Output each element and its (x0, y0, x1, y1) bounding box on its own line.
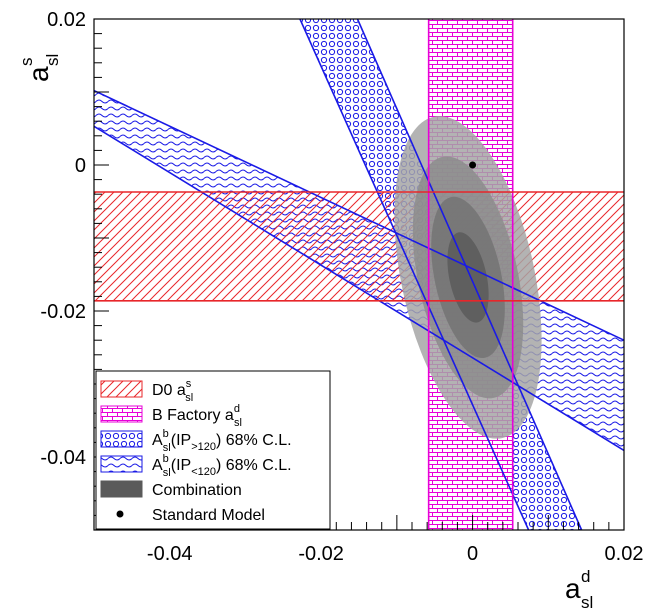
ip-lt120-edge-lower (94, 125, 624, 452)
x-axis-label: a d sl (565, 567, 593, 612)
y-tick-label: 0 (75, 155, 86, 177)
plot-frame (93, 18, 625, 531)
y-tick-label: 0.02 (47, 9, 86, 31)
x-tick-label: 0 (467, 543, 478, 565)
plot-area (93, 18, 625, 531)
legend-swatch-d0 (100, 380, 143, 398)
legend-swatch-comb (100, 480, 143, 498)
standard-model-point (469, 161, 477, 169)
legend-swatch-ipgt (100, 430, 143, 448)
d0-band (94, 192, 624, 301)
legend-swatch-sm (116, 510, 124, 518)
legend-item-sm: Standard Model (116, 507, 265, 524)
x-axis-label-sup: d (581, 567, 590, 586)
y-axis-label-sub: sl (43, 54, 62, 66)
x-tick-label: -0.02 (298, 543, 344, 565)
legend-label-sm: Standard Model (152, 507, 265, 524)
legend-label-bf: B Factory ad sl (152, 403, 242, 429)
legend-item-d0: D0 as sl (100, 378, 193, 404)
y-axis-label-main: a (23, 66, 54, 82)
x-axis-label-main: a (565, 573, 581, 604)
legend-swatch-iplt (100, 455, 143, 473)
legend-label-ipgt: Ab sl(IP>120) 68% C.L. (152, 428, 292, 454)
y-axis-label: a s sl (17, 54, 62, 82)
legend-item-comb: Combination (100, 480, 242, 499)
axes: -0.04 -0.02 0 0.02 0.02 0 -0.02 -0.04 (40, 9, 643, 565)
x-axis-label-sub: sl (581, 593, 593, 612)
ip-lt120-edge-upper (94, 89, 624, 341)
legend-item-ipgt: Ab sl(IP>120) 68% C.L. (100, 428, 292, 454)
y-tick-label: -0.02 (40, 301, 86, 323)
y-axis-label-sup: s (17, 58, 36, 67)
legend-item-bf: B Factory ad sl (100, 403, 242, 429)
legend-label-iplt: Ab sl(IP<120) 68% C.L. (152, 453, 292, 479)
legend-label-comb: Combination (152, 482, 242, 499)
x-tick-label: 0.02 (605, 543, 644, 565)
ip-gt120-edge-right (356, 19, 583, 530)
ip-gt120-edge-left (299, 19, 530, 530)
legend-swatch-bf (100, 405, 143, 423)
y-tick-label: -0.04 (40, 447, 86, 469)
band-outlines (94, 19, 624, 530)
legend-item-iplt: Ab sl(IP<120) 68% C.L. (100, 453, 292, 479)
legend-label-d0: D0 as sl (152, 378, 193, 404)
x-tick-label: -0.04 (147, 543, 193, 565)
